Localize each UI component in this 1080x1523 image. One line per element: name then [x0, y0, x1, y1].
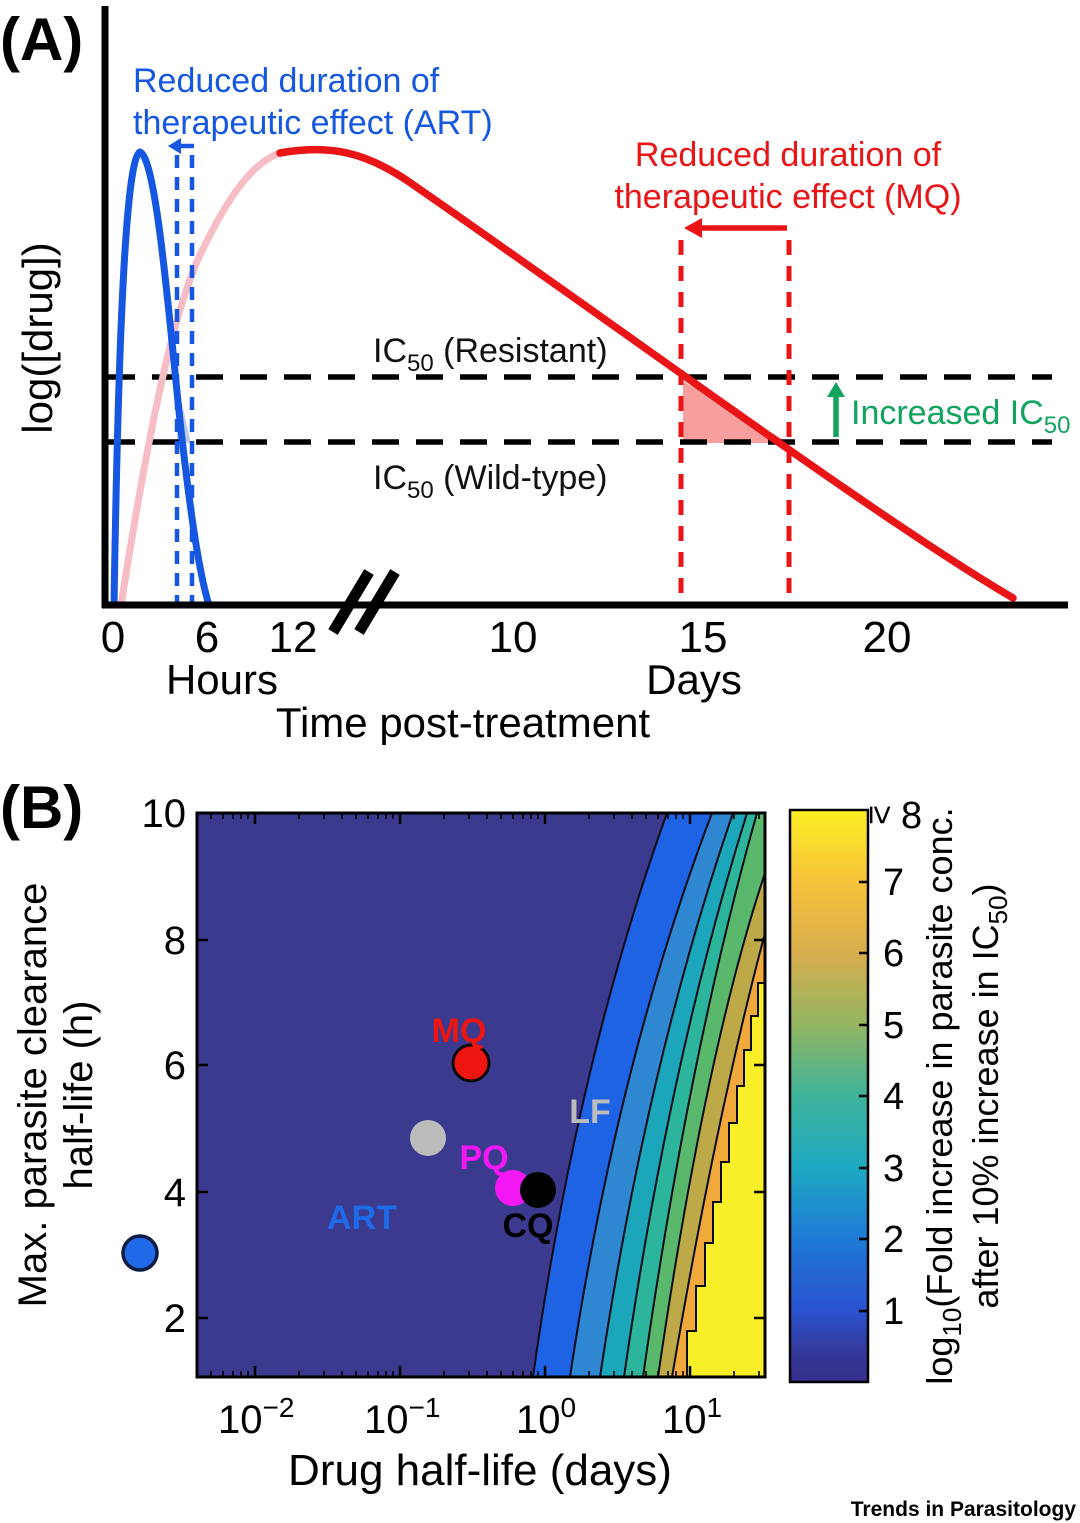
b-ytick-10: 10 — [142, 792, 187, 836]
hours-label: Hours — [166, 656, 278, 703]
panel-b-label: (B) — [0, 774, 83, 841]
panel-b: (B) — [0, 774, 1077, 1521]
drug-points: ART LF MQ PQ CQ — [121, 1012, 611, 1272]
contour-field — [197, 812, 766, 1378]
point-label-lf: LF — [569, 1093, 611, 1131]
point-cq — [520, 1172, 556, 1208]
ic50-wildtype-label: IC50 (Wild-type) — [373, 459, 608, 504]
mq-curve-faded-segment — [117, 148, 287, 609]
mq-annotation-line2: therapeutic effect (MQ) — [614, 178, 961, 216]
colorbar-tick-6: 6 — [883, 933, 904, 975]
b-ytick-2: 2 — [164, 1297, 186, 1341]
contour-lines — [532, 812, 766, 1378]
major-ticks-x — [253, 813, 692, 1377]
colorbar-tick-7: 7 — [883, 862, 904, 904]
days-label: Days — [646, 656, 742, 703]
colorbar-tick-5: 5 — [883, 1005, 904, 1047]
xtick-10: 10 — [489, 613, 538, 662]
panel-b-ylabel-line1: Max. parasite clearance — [11, 883, 55, 1308]
xtick-12: 12 — [269, 613, 318, 662]
colorbar-tick-2: 2 — [883, 1219, 904, 1261]
panel-b-ylabel-line2: half-life (h) — [57, 1001, 101, 1190]
panel-a-ylabel: log([drug]) — [14, 242, 61, 433]
panel-a-label: (A) — [0, 6, 83, 73]
point-art — [121, 1234, 159, 1272]
b-xtick-1e-1: 10−1 — [364, 1392, 440, 1442]
point-label-art: ART — [327, 1199, 397, 1237]
panel-b-xlabel: Drug half-life (days) — [288, 1446, 672, 1495]
plot-frame — [195, 811, 767, 1379]
increased-ic50-arrow-head — [827, 382, 845, 397]
colorbar-tick-1: 1 — [883, 1291, 904, 1333]
point-label-pq: PQ — [459, 1139, 508, 1177]
mq-annotation-line1: Reduced duration of — [635, 136, 942, 174]
panel-a-xlabel: Time post-treatment — [276, 699, 651, 745]
panel-a: (A) Reduced duration of therapeutic eff — [0, 6, 1070, 745]
colorbar-ticks — [859, 880, 868, 1313]
colorbar-tick-4: 4 — [883, 1076, 904, 1118]
point-mq — [451, 1043, 491, 1083]
art-annotation-line1: Reduced duration of — [133, 62, 440, 100]
mq-curve — [276, 145, 1017, 602]
major-ticks-y — [197, 938, 765, 1320]
colorbar-ge-symbol: ≥ — [862, 806, 900, 825]
colorbar — [788, 808, 870, 1384]
colorbar-title-line2: after 10% increase in IC50) — [965, 883, 1013, 1308]
minor-ticks-x — [210, 813, 760, 1377]
colorbar-tick-3: 3 — [883, 1148, 904, 1190]
contour-band-8 — [687, 983, 765, 1377]
colorbar-title-line1: log10(Fold increase in parasite conc. — [919, 807, 967, 1384]
axis-break-slash-2 — [354, 569, 400, 635]
xtick-0: 0 — [101, 613, 125, 662]
art-curve — [110, 148, 213, 609]
art-annotation-line2: therapeutic effect (ART) — [133, 104, 493, 142]
mq-arrow-head — [684, 218, 702, 238]
xtick-15: 15 — [679, 613, 728, 662]
b-xtick-1e-2: 10−2 — [218, 1392, 294, 1442]
b-xtick-1e1: 101 — [662, 1392, 722, 1442]
ic50-resistant-label: IC50 (Resistant) — [373, 332, 608, 377]
point-lf — [410, 1120, 446, 1156]
b-ytick-6: 6 — [164, 1044, 186, 1088]
colorbar-max-label: 8 — [901, 795, 922, 837]
xtick-20: 20 — [863, 613, 912, 662]
b-xtick-1e0: 100 — [516, 1392, 576, 1442]
journal-credit: Trends in Parasitology — [851, 1498, 1077, 1521]
art-arrow-head — [168, 138, 181, 154]
b-ytick-8: 8 — [164, 919, 186, 963]
b-ytick-4: 4 — [164, 1171, 186, 1215]
point-label-mq: MQ — [432, 1012, 487, 1050]
axis-break-slash-1 — [328, 569, 374, 635]
xtick-6: 6 — [195, 613, 219, 662]
increased-ic50-label: Increased IC50 — [851, 394, 1070, 439]
point-label-cq: CQ — [503, 1207, 554, 1245]
